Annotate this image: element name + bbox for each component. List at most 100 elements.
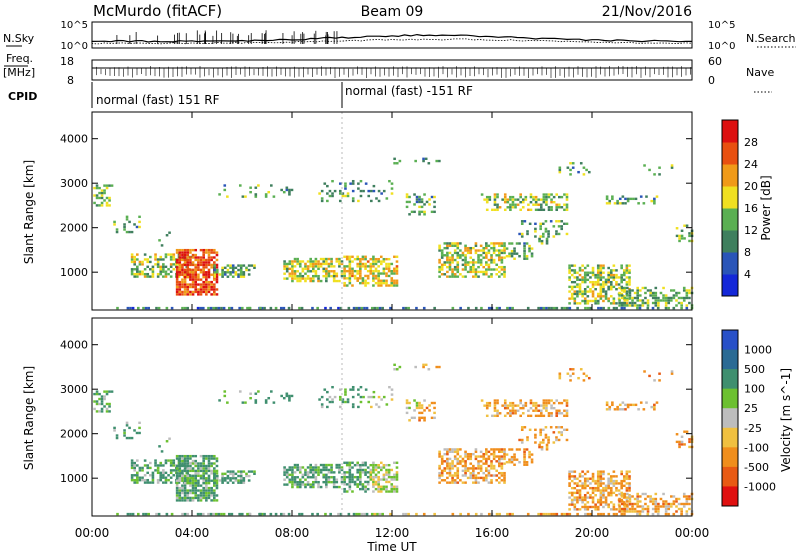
velocity-cell xyxy=(162,481,165,484)
power-cell xyxy=(113,223,116,226)
power-cell xyxy=(672,289,676,292)
velocity-cell xyxy=(202,459,205,463)
velocity-cell xyxy=(628,477,631,480)
velocity-cell xyxy=(657,510,660,513)
velocity-cell xyxy=(365,512,369,516)
power-cell xyxy=(231,264,235,267)
power-cell xyxy=(672,306,676,310)
velocity-cell xyxy=(169,471,173,475)
velocity-cell xyxy=(138,421,141,425)
velocity-cell xyxy=(405,399,409,402)
velocity-cell xyxy=(337,512,340,516)
velocity-cell xyxy=(589,512,592,516)
velocity-cell xyxy=(189,454,192,458)
velocity-cell xyxy=(151,474,155,477)
velocity-cell xyxy=(309,466,312,469)
velocity-cell xyxy=(272,401,276,404)
velocity-cell xyxy=(638,505,642,508)
power-cell xyxy=(474,242,478,245)
velocity-cell xyxy=(636,505,639,508)
velocity-cell xyxy=(448,448,452,451)
power-cell xyxy=(95,194,99,197)
power-cell xyxy=(594,302,597,305)
power-cell xyxy=(492,249,496,252)
velocity-cell xyxy=(181,484,184,487)
velocity-cell xyxy=(136,471,139,475)
velocity-cell xyxy=(194,491,198,495)
velocity-cell xyxy=(205,477,208,480)
velocity-cell xyxy=(591,486,595,490)
velocity-cell xyxy=(136,481,139,484)
power-cell xyxy=(327,262,331,266)
velocity-cell xyxy=(657,507,660,511)
power-cell xyxy=(234,273,238,276)
power-cell xyxy=(451,244,454,247)
y-tick-label: 3000 xyxy=(60,383,88,396)
velocity-cell xyxy=(301,473,305,477)
velocity-cell xyxy=(488,401,492,405)
power-cell xyxy=(583,271,587,274)
power-cell xyxy=(430,195,434,199)
velocity-cell xyxy=(379,487,383,491)
power-cell xyxy=(364,279,367,282)
power-cell xyxy=(376,306,379,310)
velocity-cell xyxy=(639,401,643,404)
velocity-cell xyxy=(398,365,402,369)
velocity-cell xyxy=(500,462,504,465)
velocity-cell xyxy=(390,475,394,479)
power-cell xyxy=(464,254,467,257)
velocity-cell xyxy=(338,468,341,472)
velocity-cell xyxy=(191,474,195,478)
velocity-cell xyxy=(338,463,341,467)
power-cell xyxy=(615,280,618,284)
velocity-cell xyxy=(285,483,289,486)
power-cell xyxy=(511,195,515,199)
velocity-cell xyxy=(395,471,399,474)
power-cell xyxy=(186,266,190,269)
power-cell xyxy=(205,285,208,289)
power-cell xyxy=(202,275,205,279)
velocity-cell xyxy=(545,445,549,449)
velocity-cell xyxy=(423,416,426,420)
power-cell xyxy=(594,273,597,277)
power-cell xyxy=(293,274,297,278)
velocity-cell xyxy=(254,392,258,395)
velocity-cell xyxy=(589,482,592,485)
power-cell xyxy=(244,195,247,198)
power-cell xyxy=(500,251,504,255)
velocity-cell xyxy=(485,448,488,451)
power-cell xyxy=(298,306,301,310)
power-cell xyxy=(207,290,211,294)
velocity-cell xyxy=(178,486,182,490)
velocity-cell xyxy=(422,365,425,369)
power-cell xyxy=(545,203,548,206)
power-cell xyxy=(360,306,364,310)
power-cell xyxy=(218,193,221,196)
velocity-cell xyxy=(207,457,211,460)
velocity-cell xyxy=(474,448,478,451)
power-cell xyxy=(288,274,292,278)
power-cell xyxy=(418,205,421,209)
power-cell xyxy=(461,254,465,257)
power-cell xyxy=(570,280,574,284)
power-cell xyxy=(301,267,305,271)
velocity-cell xyxy=(637,408,640,411)
velocity-cell xyxy=(503,414,507,418)
power-cell xyxy=(636,299,639,302)
velocity-cell xyxy=(393,461,396,464)
velocity-cell xyxy=(143,481,147,484)
velocity-cell xyxy=(359,480,362,484)
velocity-cell xyxy=(197,464,200,468)
power-cell xyxy=(438,275,441,278)
power-cell xyxy=(213,271,216,274)
power-cell xyxy=(191,273,195,276)
velocity-cell xyxy=(186,512,189,516)
power-cell xyxy=(288,260,292,263)
velocity-cell xyxy=(169,469,173,472)
velocity-cell xyxy=(418,404,421,407)
power-cell xyxy=(552,306,556,310)
velocity-cell xyxy=(632,403,635,407)
power-cell xyxy=(464,258,467,262)
power-cell xyxy=(164,265,168,269)
velocity-cell xyxy=(675,440,679,444)
